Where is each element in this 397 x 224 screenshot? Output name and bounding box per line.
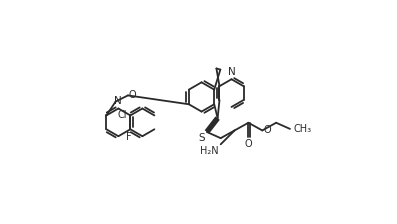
Text: CH₃: CH₃	[293, 124, 311, 134]
Text: F: F	[126, 132, 132, 142]
Text: O: O	[129, 90, 136, 100]
Text: S: S	[198, 133, 204, 143]
Text: H₂N: H₂N	[200, 146, 218, 156]
Text: O: O	[264, 125, 272, 135]
Text: N: N	[228, 67, 236, 77]
Text: N: N	[114, 96, 121, 106]
Text: O: O	[245, 139, 252, 149]
Text: Cl: Cl	[118, 110, 127, 120]
